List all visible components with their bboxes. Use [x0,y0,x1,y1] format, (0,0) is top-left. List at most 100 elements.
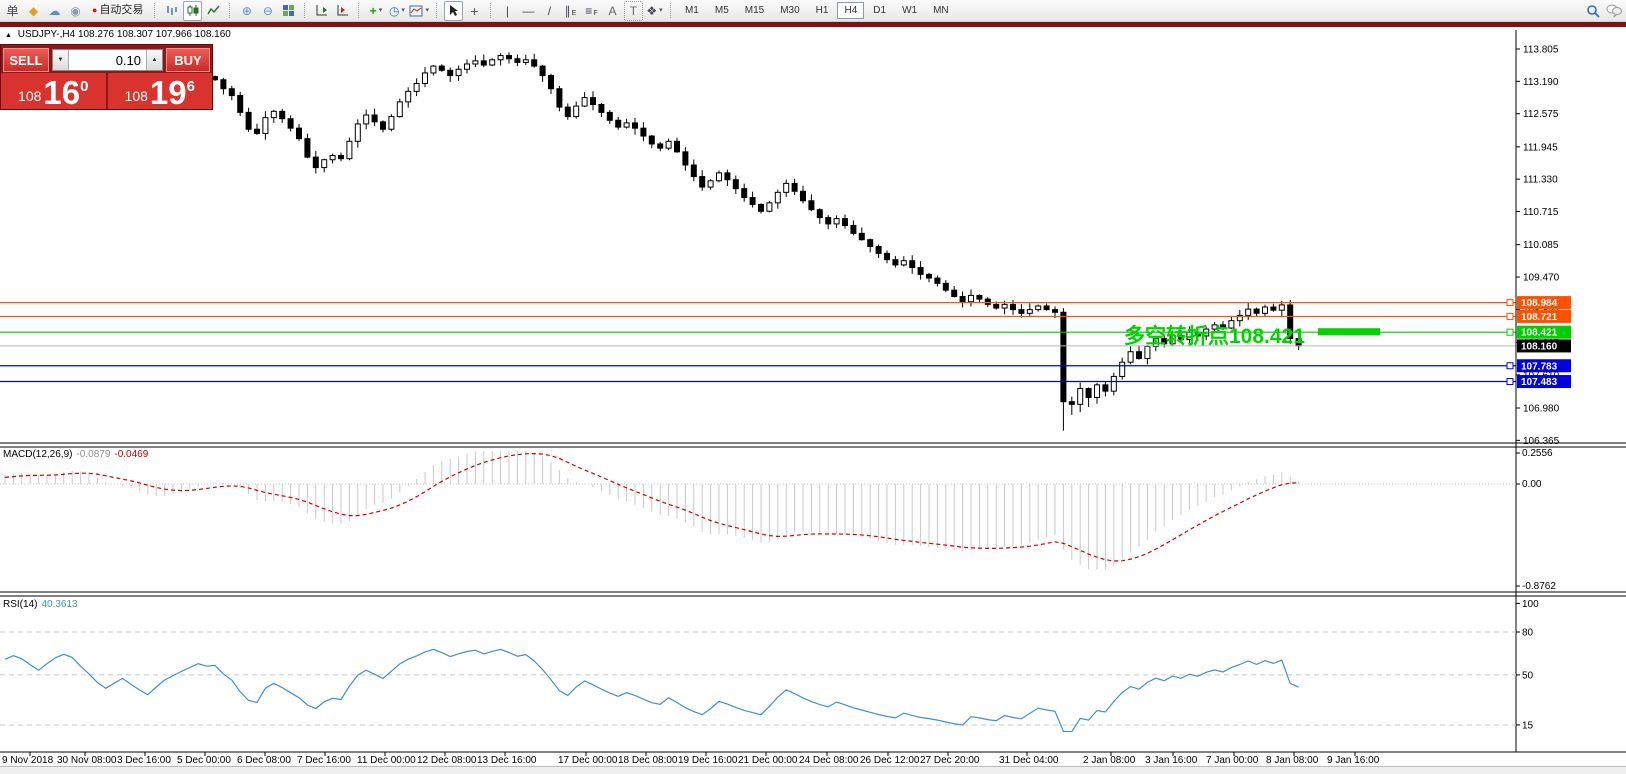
arrows-tool[interactable]: ❖ ▾ [645,1,664,21]
level-handle-square[interactable] [1506,328,1514,336]
timeframe-button-h1[interactable]: H1 [815,5,829,16]
timeframe-button-h4[interactable]: H4 [837,2,865,19]
timeframe-button-m5[interactable]: M5 [714,5,729,16]
chart-shift-icon[interactable] [333,1,352,21]
line-chart-icon[interactable] [204,1,223,21]
date-tick-label[interactable]: 9 Jan 16:00 [1327,755,1380,766]
date-tick-label[interactable]: 13 Dec 16:00 [477,755,537,766]
price-level-badge[interactable]: 108.721 [1506,309,1571,323]
candle-body-bear [539,65,546,77]
candlestick-chart-icon[interactable] [183,0,203,21]
chat-icon[interactable] [1604,1,1623,21]
badge-label: 108.721 [1521,312,1558,323]
volume-increase-button[interactable]: ▲ [146,50,162,70]
equidistant-channel-tool[interactable]: ∥ E [561,1,580,21]
auto-scroll-icon[interactable] [312,1,331,21]
candle-body-bull [1228,320,1235,329]
new-order-label: 单 [6,3,19,18]
candle-body-bull [1169,334,1176,345]
date-tick-label[interactable]: 7 Jan 00:00 [1206,755,1259,766]
periods-button[interactable]: ◷ ▾ [387,1,406,21]
search-icon[interactable] [1583,1,1602,21]
date-tick-label[interactable]: 6 Dec 08:00 [237,755,291,766]
zoom-out-icon[interactable]: ⊖ [262,3,273,18]
autotrading-button[interactable]: ● 自动交易 [87,1,148,21]
level-handle-square[interactable] [1506,378,1514,386]
price-level-badge[interactable]: 108.421 [1506,325,1571,339]
date-tick-label[interactable]: 26 Dec 12:00 [860,755,920,766]
date-tick-label[interactable]: 3 Jan 16:00 [1145,755,1198,766]
cursor-icon[interactable] [443,0,463,21]
date-tick-label[interactable]: 18 Dec 08:00 [618,755,678,766]
date-tick-label[interactable]: 21 Dec 00:00 [738,755,798,766]
gold-icon[interactable]: ◆ [28,3,39,18]
signal-icon[interactable]: ◉ [70,3,81,18]
candle [522,54,529,66]
buy-price-display[interactable]: 108 19 6 [107,73,212,109]
badge-rect [1517,309,1571,323]
sell-button[interactable]: SELL [3,48,49,72]
timeframe-button-d1[interactable]: D1 [873,5,887,16]
date-tick-label[interactable]: 5 Dec 00:00 [177,755,231,766]
shapes-icon: ❖ [646,3,658,18]
vertical-line-tool[interactable]: | [505,3,510,18]
level-handle-square[interactable] [1506,362,1514,370]
cloud-icon[interactable]: ☁ [48,3,61,18]
zoom-in-icon[interactable]: ⊕ [241,3,252,18]
price-level-badge[interactable]: 108.984 [1506,296,1571,310]
candle [648,135,655,149]
date-tick-label[interactable]: 17 Dec 00:00 [558,755,618,766]
collapse-marker-icon[interactable]: ▲ [5,32,12,39]
timeframe-button-m15[interactable]: M15 [744,5,765,16]
level-handle-square[interactable] [1506,312,1514,320]
date-tick-label[interactable]: 11 Dec 00:00 [357,755,416,766]
date-tick-label[interactable]: 2 Jan 08:00 [1083,755,1136,766]
trendline-tool[interactable]: / [547,3,552,18]
candle-body-bear [254,128,260,134]
bar-chart-icon[interactable] [162,1,181,21]
price-level-badge[interactable]: 107.483 [1506,375,1571,389]
date-tick-label[interactable]: 8 Jan 08:00 [1266,755,1319,766]
candle-body-bull [1278,304,1285,311]
indicators-plus-icon: + [369,3,377,18]
pivot-annotation[interactable]: 多空转折点108.421 [1124,325,1305,348]
macd-axis-label: 0.2556 [1522,448,1553,459]
date-tick-label[interactable]: 7 Dec 16:00 [297,755,351,766]
crosshair-icon[interactable]: + [470,2,479,19]
timeframe-button-w1[interactable]: W1 [902,5,918,16]
price-level-badge[interactable]: 107.783 [1506,359,1571,373]
level-handle-square[interactable] [1506,299,1514,307]
green-trend-segment[interactable] [1318,328,1380,336]
tile-windows-icon[interactable] [279,1,298,21]
new-order-button[interactable]: 单 [3,1,22,21]
candle [564,103,571,120]
date-tick-label[interactable]: 19 Dec 16:00 [678,755,738,766]
date-tick-label[interactable]: 30 Nov 08:00 [57,755,117,766]
candle [1102,382,1109,397]
templates-button[interactable]: ▾ [408,1,430,21]
candle [665,138,672,151]
candle [363,109,370,130]
date-tick-label[interactable]: 9 Nov 2018 [2,755,54,766]
date-tick-label[interactable]: 12 Dec 08:00 [417,755,477,766]
price-level-badge[interactable]: 108.160 [1517,339,1571,353]
sell-price-display[interactable]: 108 16 0 [1,73,106,109]
timeframe-button-m30[interactable]: M30 [780,5,800,16]
fibonacci-tool[interactable]: ≡ F [582,1,601,21]
buy-button[interactable]: BUY [166,48,210,72]
volume-decrease-button[interactable]: ▼ [53,50,69,70]
date-tick-label[interactable]: 3 Dec 16:00 [117,755,171,766]
date-tick-label[interactable]: 27 Dec 20:00 [920,755,980,766]
candle-body-bull [472,60,479,65]
date-tick-label[interactable]: 31 Dec 04:00 [999,755,1059,766]
indicators-button[interactable]: + ▾ [366,1,385,21]
text-tool[interactable]: A [608,3,617,18]
timeframe-button-mn[interactable]: MN [933,5,949,16]
candle-body-bull [422,72,428,84]
text-label-tool[interactable]: T [623,0,643,21]
timeframe-button-m1[interactable]: M1 [684,5,699,16]
horizontal-line-tool[interactable]: — [522,3,535,18]
date-tick-label[interactable]: 24 Dec 08:00 [799,755,859,766]
volume-value[interactable]: 0.10 [115,52,141,68]
